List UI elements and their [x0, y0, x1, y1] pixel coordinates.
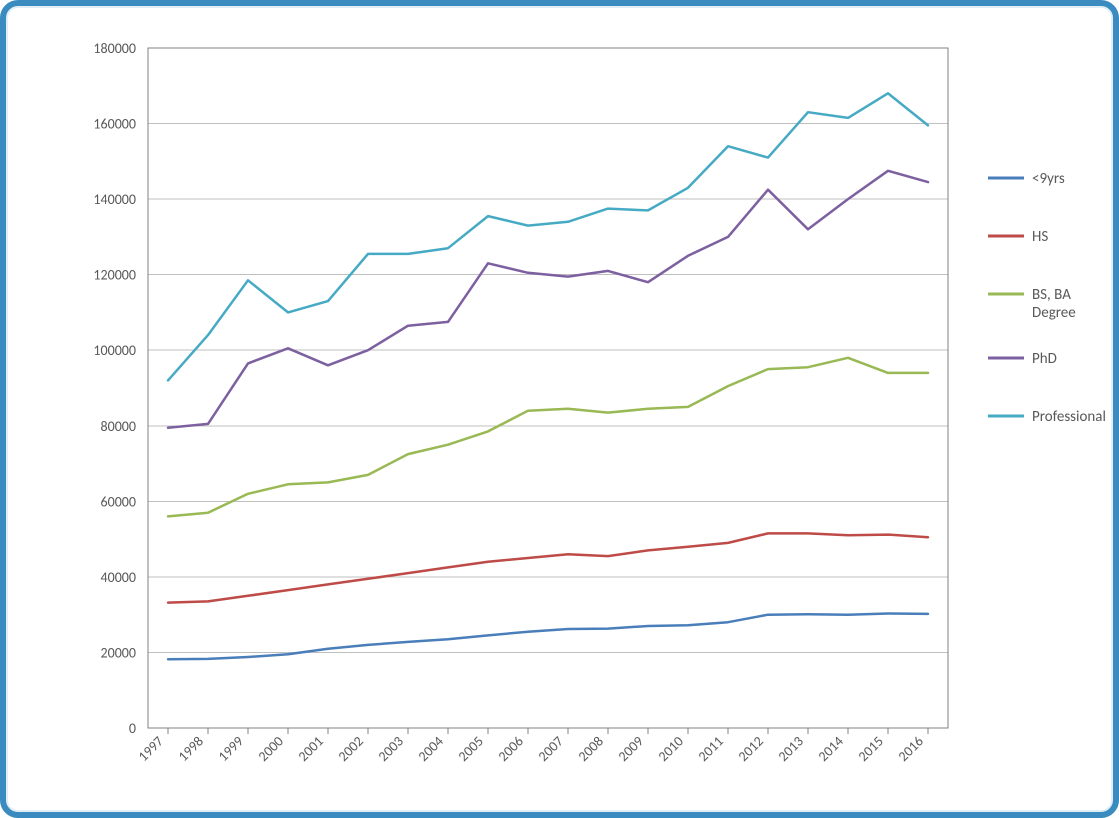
- x-tick-label: 2003: [375, 733, 407, 765]
- y-tick-label: 160000: [93, 116, 136, 133]
- x-tick-label: 2012: [735, 733, 767, 765]
- series-bsba: [168, 358, 928, 517]
- x-tick-label-group: 2009: [615, 733, 647, 765]
- x-tick-label-group: 2004: [415, 733, 447, 765]
- x-tick-label-group: 2016: [895, 733, 927, 765]
- x-tick-label: 2008: [575, 733, 607, 765]
- x-tick-label: 1999: [215, 733, 247, 765]
- x-tick-label-group: 2007: [535, 733, 567, 765]
- x-tick-label-group: 2000: [255, 733, 287, 765]
- legend-label-less9: <9yrs: [1032, 170, 1065, 188]
- x-tick-label-group: 2003: [375, 733, 407, 765]
- x-tick-label: 2010: [655, 733, 687, 765]
- y-tick-label: 140000: [93, 191, 136, 208]
- x-tick-label: 2006: [495, 733, 527, 765]
- x-tick-label-group: 2014: [815, 733, 847, 765]
- x-tick-label: 2004: [415, 733, 447, 765]
- x-tick-label-group: 2011: [695, 733, 727, 765]
- x-tick-label-group: 1999: [215, 733, 247, 765]
- y-tick-label: 20000: [101, 644, 136, 661]
- x-tick-label-group: 2015: [855, 733, 887, 765]
- x-tick-label: 2013: [775, 733, 807, 765]
- x-tick-label: 2015: [855, 733, 887, 765]
- series-prof: [168, 93, 928, 380]
- y-tick-label: 180000: [93, 40, 136, 57]
- x-tick-label: 2011: [695, 733, 727, 765]
- series-phd: [168, 171, 928, 428]
- x-tick-label-group: 2010: [655, 733, 687, 765]
- series-hs: [168, 533, 928, 602]
- x-tick-label-group: 1998: [175, 733, 207, 765]
- x-tick-label-group: 2002: [335, 733, 367, 765]
- x-tick-label-group: 1997: [135, 733, 167, 765]
- chart-area: 0 20000 40000 60000 80000 100000 120000 140000 1…: [18, 18, 1101, 800]
- y-tick-label: 80000: [101, 418, 136, 435]
- x-tick-label: 2007: [535, 733, 567, 765]
- x-tick-label-group: 2008: [575, 733, 607, 765]
- line-chart: 0 20000 40000 60000 80000 100000 120000 140000 1…: [18, 18, 1111, 810]
- x-tick-label: 2002: [335, 733, 367, 765]
- legend-label-prof: Professional: [1032, 408, 1106, 426]
- x-tick-label: 2014: [815, 733, 847, 765]
- y-tick-label: 100000: [93, 342, 136, 359]
- x-tick-label-group: 2001: [295, 733, 327, 765]
- legend-label-bsba: BS, BA: [1032, 286, 1071, 304]
- x-tick-label: 2009: [615, 733, 647, 765]
- x-tick-label: 2001: [295, 733, 327, 765]
- x-tick-label-group: 2006: [495, 733, 527, 765]
- x-tick-label: 1997: [135, 733, 167, 765]
- x-tick-label: 2016: [895, 733, 927, 765]
- x-tick-label-group: 2012: [735, 733, 767, 765]
- chart-frame: 0 20000 40000 60000 80000 100000 120000 140000 1…: [0, 0, 1119, 818]
- x-tick-label: 2005: [455, 733, 487, 765]
- x-tick-label: 1998: [175, 733, 207, 765]
- y-tick-label: 120000: [93, 267, 136, 284]
- plot-border: [148, 48, 948, 728]
- x-tick-label-group: 2005: [455, 733, 487, 765]
- legend-label-phd: PhD: [1032, 350, 1057, 368]
- legend-label-hs: HS: [1032, 228, 1048, 246]
- x-tick-label-group: 2013: [775, 733, 807, 765]
- y-tick-label: 0: [129, 720, 136, 737]
- y-tick-label: 60000: [101, 493, 136, 510]
- y-tick-label: 40000: [101, 569, 136, 586]
- x-tick-label: 2000: [255, 733, 287, 765]
- legend-label-bsba-line2: Degree: [1032, 304, 1076, 322]
